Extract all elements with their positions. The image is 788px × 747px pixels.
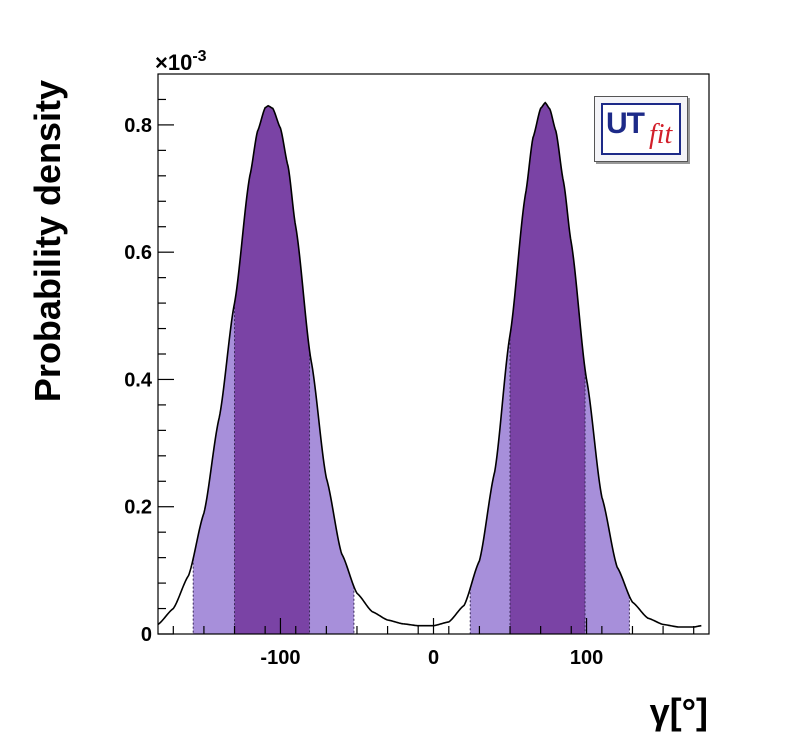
y-exponent-label: ×10-3	[155, 48, 207, 75]
axis-ticks: -100 0 100 0 0.2 0.4 0.6 0.8	[124, 98, 695, 669]
density-curve	[157, 101, 702, 628]
y-tick-label: 0.6	[124, 242, 152, 264]
y-tick-label: 0.8	[124, 115, 152, 137]
y-tick-label: 0.2	[124, 497, 152, 519]
x-tick-label: 0	[428, 647, 439, 669]
inner-band-peak-1	[234, 105, 310, 634]
x-tick-label: 100	[570, 647, 603, 669]
inner-band-peak-2	[510, 102, 586, 634]
x-axis-title: γ[°]	[650, 691, 708, 732]
y-tick-label: 0.4	[124, 369, 153, 391]
credible-interval-bands	[192, 102, 630, 634]
utfit-logo-fit: fit	[649, 119, 673, 150]
utfit-logo-frame: UT fit	[601, 103, 681, 155]
utfit-logo-ut: UT	[606, 107, 645, 140]
x-tick-label: -100	[260, 647, 300, 669]
utfit-logo: UT fit	[594, 96, 688, 162]
y-tick-label: 0	[141, 624, 152, 646]
y-axis-title: Probability density	[27, 80, 68, 402]
